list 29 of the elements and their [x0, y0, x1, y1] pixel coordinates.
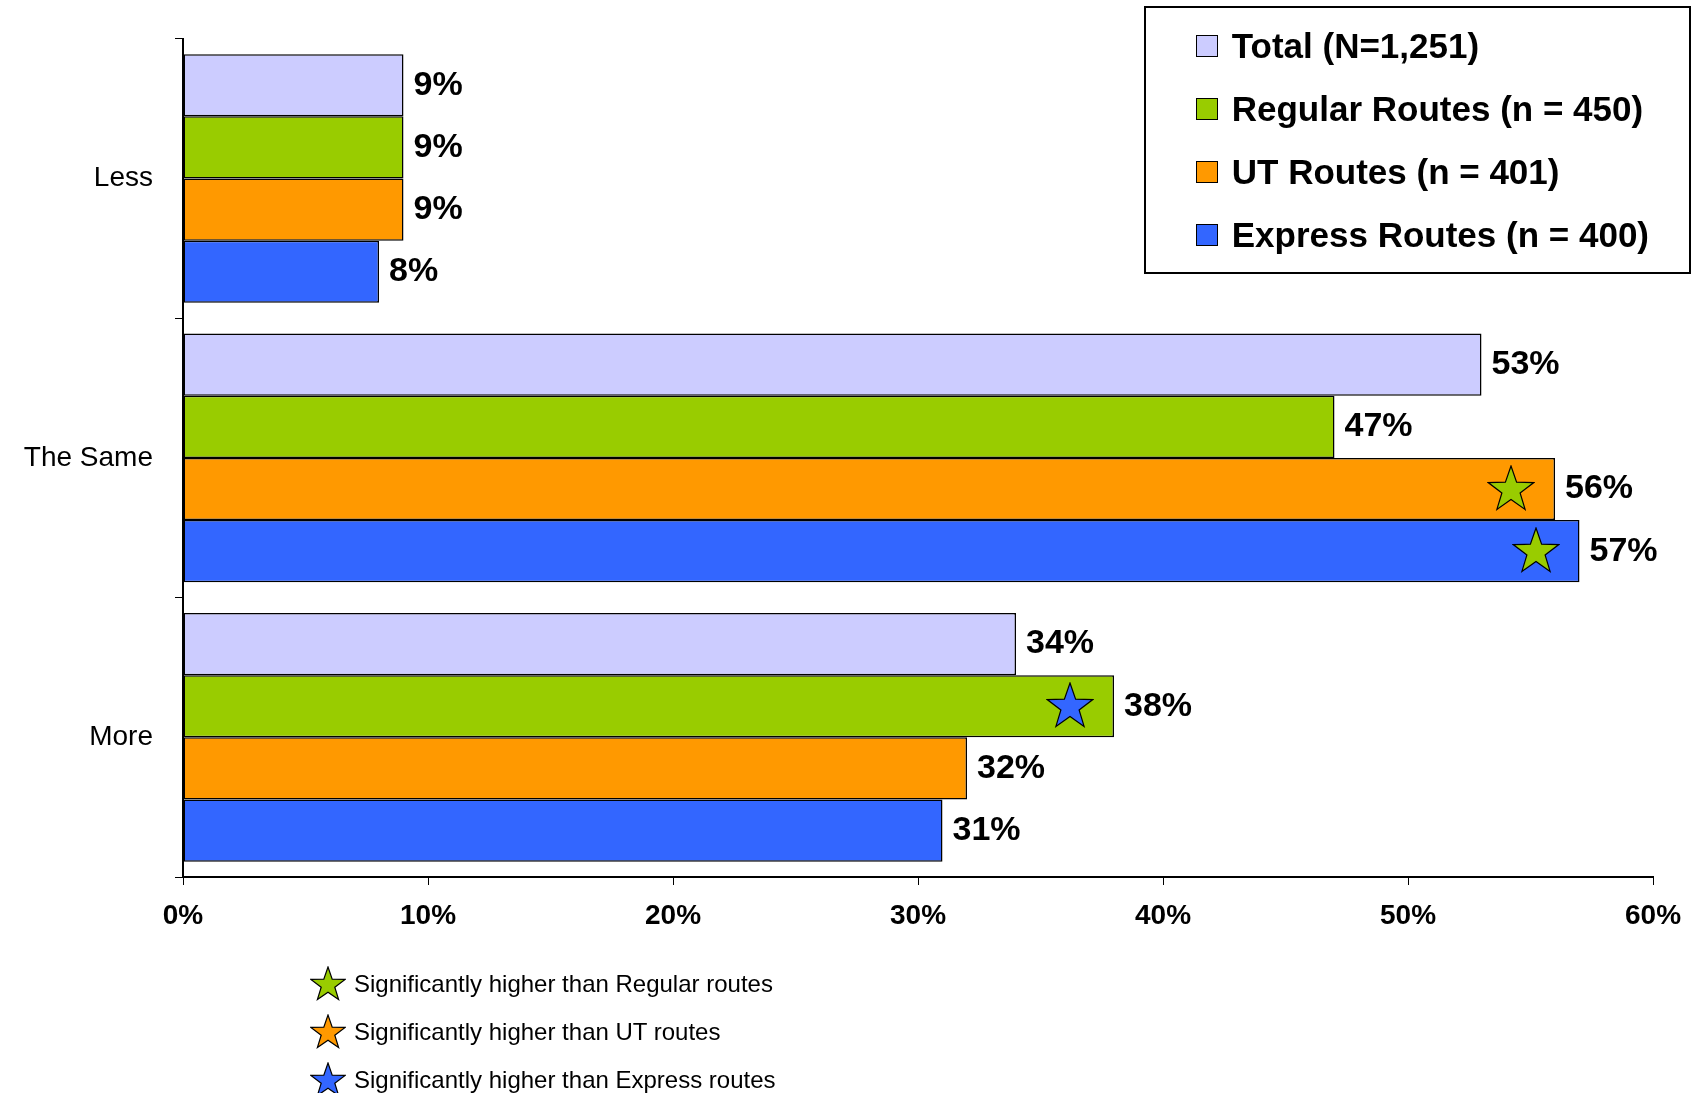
- text: Significantly higher than UT routes: [354, 1018, 721, 1046]
- legend-label: Express Routes (n = 400): [1231, 214, 1649, 255]
- text: 32%: [977, 746, 1046, 785]
- text: 47%: [1344, 405, 1413, 444]
- y-tick-label: The Same: [23, 440, 153, 472]
- text: 53%: [1491, 343, 1560, 382]
- text: 38%: [1124, 684, 1193, 723]
- text: Significantly higher than Express routes: [354, 1066, 776, 1093]
- y-tick-label: Less: [93, 161, 153, 193]
- text: 34%: [1026, 622, 1095, 661]
- x-tick-label: 60%: [1624, 898, 1682, 930]
- text: 9%: [413, 187, 463, 226]
- text: Significantly higher than Regular routes: [354, 970, 773, 998]
- text: 8%: [389, 250, 439, 289]
- x-tick-label: 40%: [1134, 898, 1192, 930]
- x-tick-label: 30%: [889, 898, 947, 930]
- x-tick-label: 20%: [644, 898, 702, 930]
- legend-label: Total (N=1,251): [1231, 25, 1480, 66]
- x-tick-label: 0%: [162, 898, 204, 930]
- x-tick-label: 10%: [399, 898, 457, 930]
- text: 56%: [1565, 467, 1634, 506]
- text: 9%: [413, 63, 463, 102]
- y-tick-label: More: [89, 720, 153, 752]
- text: 31%: [952, 808, 1021, 847]
- text: 57%: [1589, 529, 1658, 568]
- text: 9%: [413, 125, 463, 164]
- x-tick-label: 50%: [1379, 898, 1437, 930]
- legend-label: Regular Routes (n = 450): [1231, 88, 1644, 129]
- legend-label: UT Routes (n = 401): [1231, 151, 1560, 192]
